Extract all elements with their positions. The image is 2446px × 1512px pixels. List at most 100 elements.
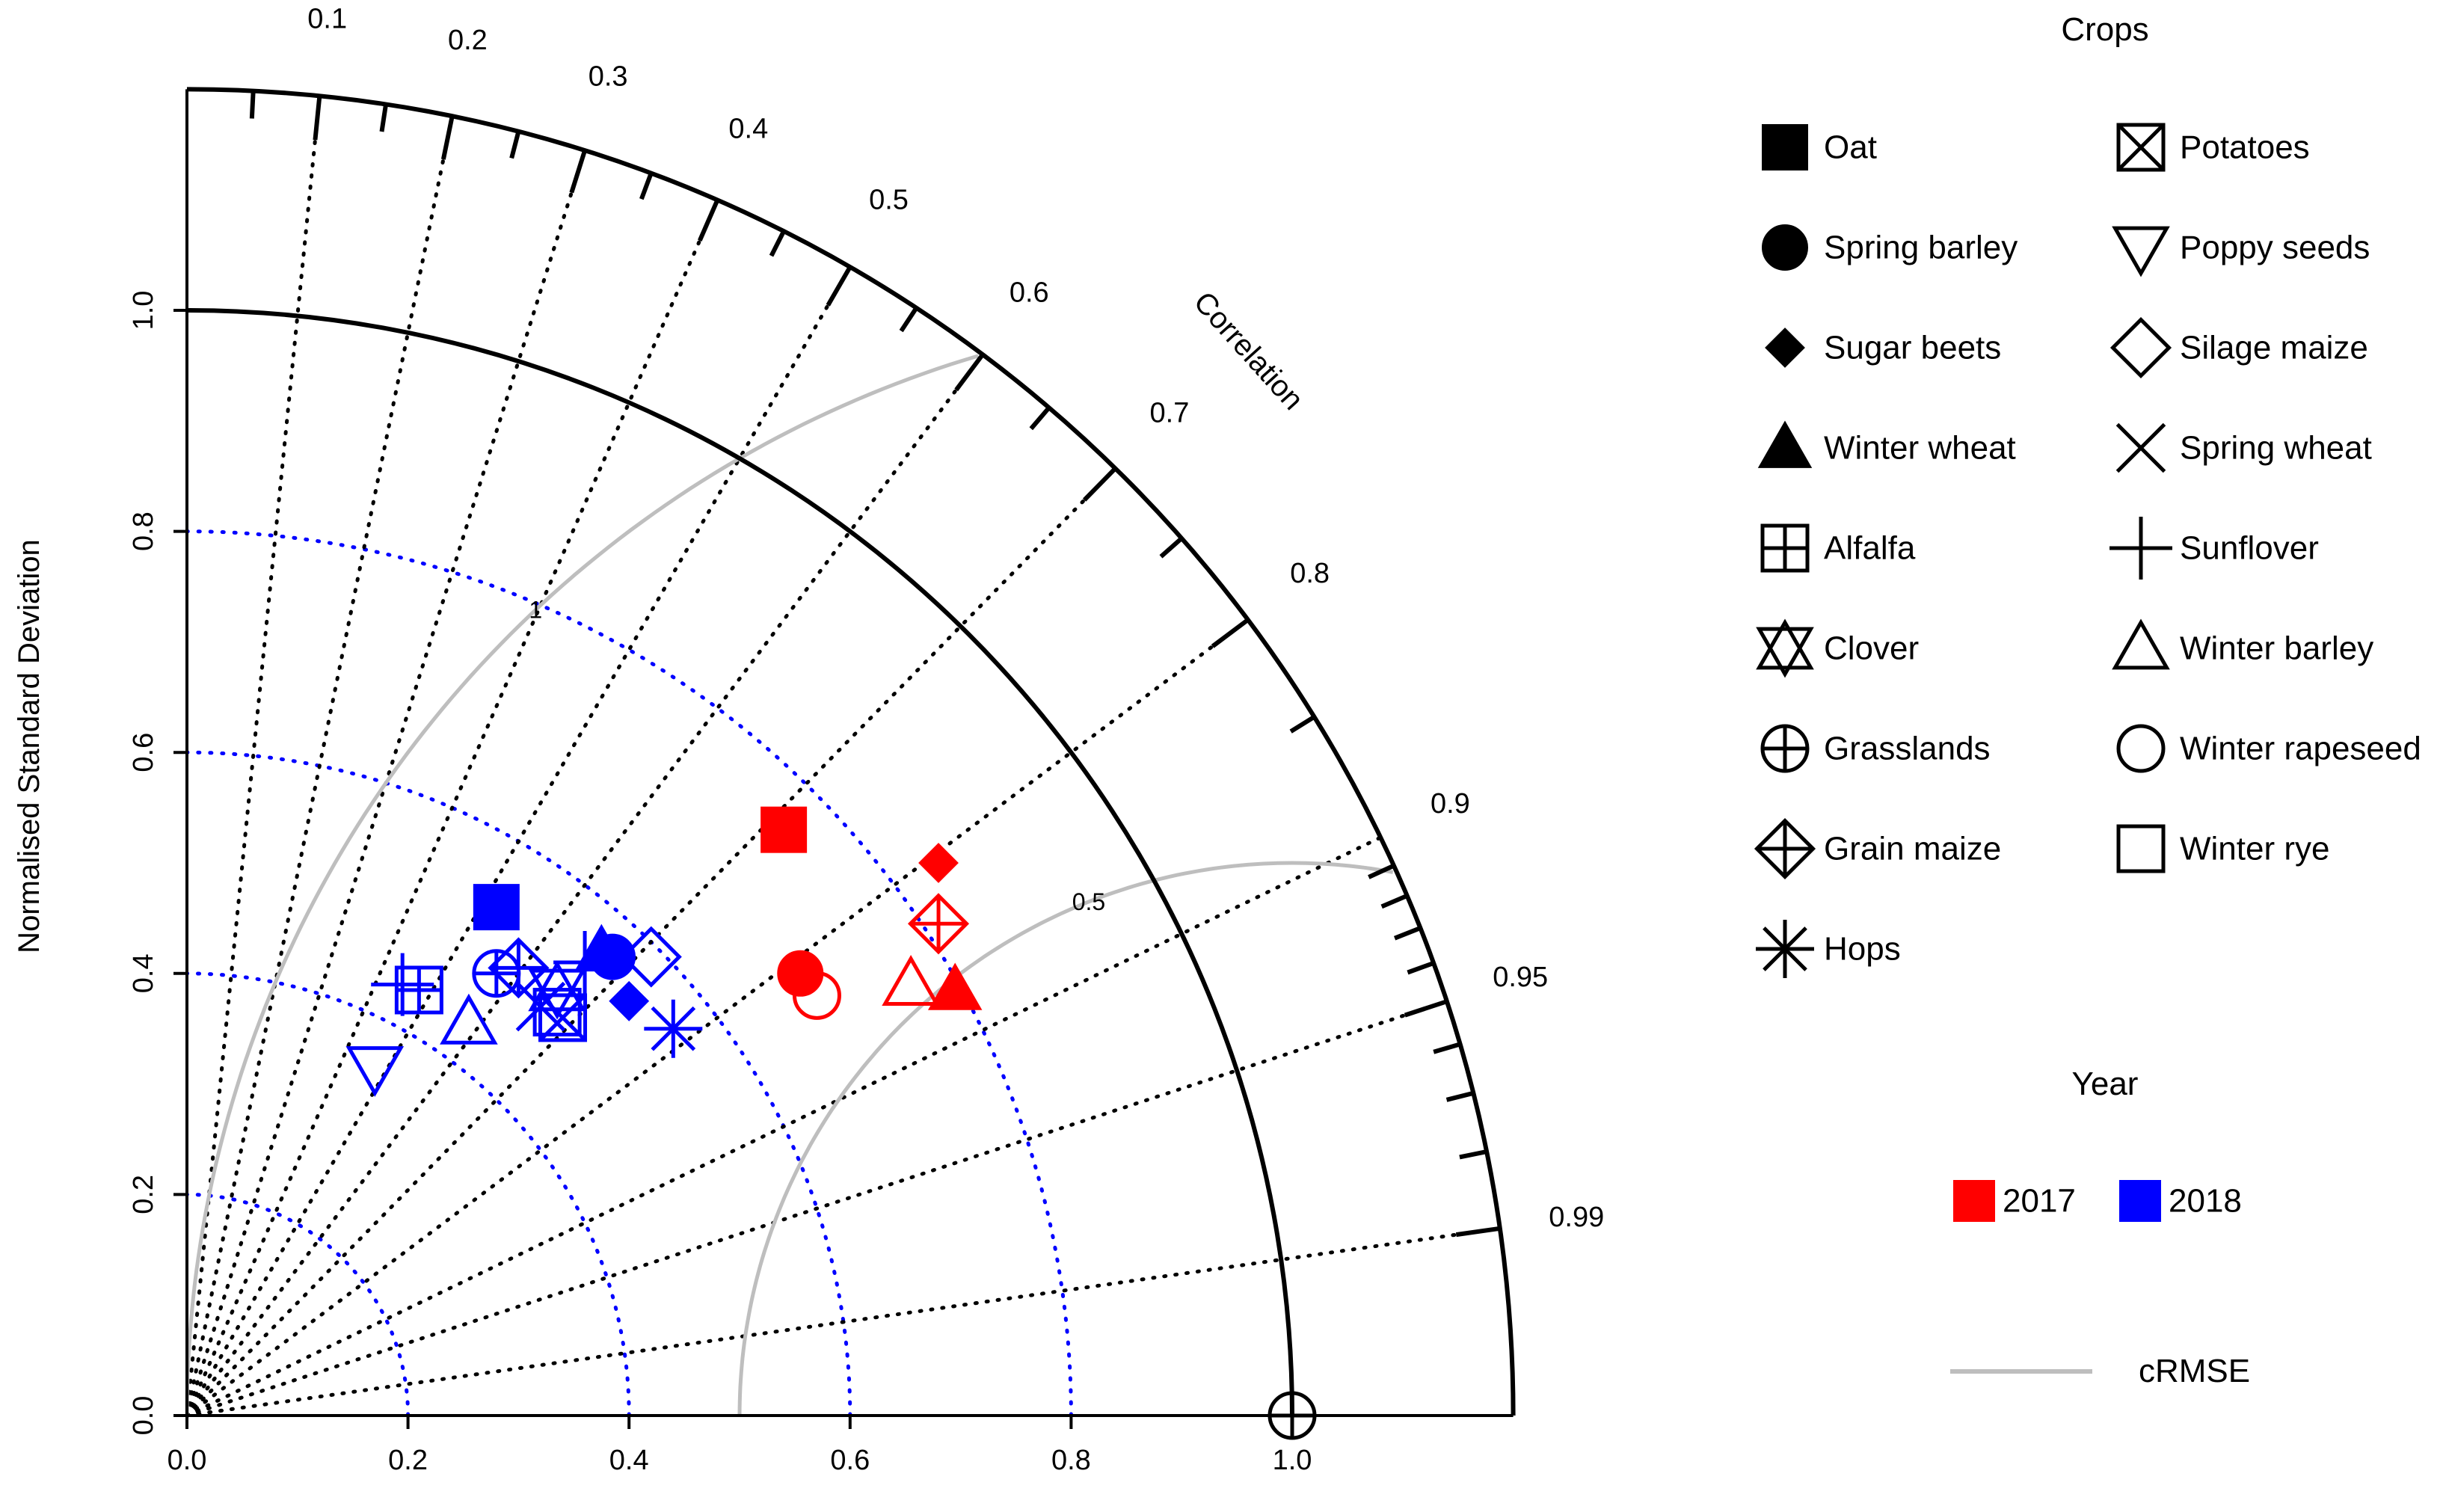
filled-square-marker: [1762, 124, 1808, 170]
crops-legend-item: Poppy seeds: [2112, 226, 2370, 277]
square-x-marker: [2116, 123, 2166, 172]
data-point-2018-plus: [371, 953, 434, 1016]
crops-legend-item: Grain maize: [1754, 817, 2001, 880]
crops-legend-label: Alfalfa: [1824, 530, 1916, 567]
correlation-ray: [185, 352, 985, 1418]
crops-legend-item: Spring wheat: [2115, 422, 2372, 473]
data-point-2018-square-x: [538, 993, 588, 1042]
crops-legend-item: Winter wheat: [1757, 420, 2016, 468]
correlation-label: 0.3: [589, 61, 628, 92]
correlation-ray: [185, 835, 1383, 1418]
correlation-ray: [185, 114, 455, 1418]
crops-legend-item: Oat: [1762, 124, 1877, 170]
crops-legend-item: Silage maize: [2109, 316, 2368, 379]
crops-legend-item: Alfalfa: [1760, 523, 1916, 573]
correlation-tick: [1082, 467, 1117, 502]
crops-legend-item: Hops: [1756, 920, 1901, 978]
crops-legend-label: Spring wheat: [2180, 430, 2372, 467]
correlation-tick: [1393, 926, 1422, 941]
y-tick-label: 0.8: [128, 511, 159, 551]
correlation-tick: [698, 199, 720, 242]
x-tick-label: 1.0: [1273, 1445, 1312, 1476]
crops-legend: Oat Spring barley Sugar beets Winter wheat A…: [1754, 123, 2421, 978]
correlation-tick: [1445, 1090, 1475, 1102]
data-point-2018-open-square: [532, 988, 582, 1037]
diamond-plus-marker: [1754, 817, 1816, 880]
crops-legend-label: Grain maize: [1824, 831, 2001, 867]
data-point-2017-open-circle: [792, 971, 841, 1020]
correlation-tick: [1404, 999, 1448, 1018]
y-tick-label: 0.6: [128, 733, 159, 772]
data-point-2017-diamond-plus: [907, 893, 970, 955]
correlation-tick: [639, 172, 654, 200]
star-of-david-marker: [1756, 618, 1814, 678]
correlation-ray: [185, 197, 719, 1418]
data-point-2018-asterisk: [644, 999, 703, 1058]
year-legend-label: 2018: [2169, 1183, 2242, 1220]
correlation-tick: [1433, 1042, 1461, 1054]
crops-legend-label: Clover: [1824, 630, 1919, 667]
year-swatch: [1953, 1180, 1995, 1222]
correlation-label: 0.95: [1493, 962, 1548, 993]
plus-marker: [2109, 517, 2172, 580]
correlation-tick: [1029, 406, 1051, 431]
sd-circle: [185, 529, 1073, 1418]
crmse-contour-label: 0.5: [1072, 888, 1105, 915]
crops-legend-label: Potatoes: [2180, 129, 2310, 166]
correlation-ray: [185, 265, 852, 1418]
year-legend-title: Year: [2072, 1066, 2139, 1102]
crops-legend-label: Sunflover: [2180, 530, 2319, 567]
sd-circle: [185, 1192, 411, 1418]
x-tick-label: 0.2: [388, 1445, 428, 1476]
data-point-2018-open-triangle: [440, 993, 498, 1045]
crops-legend-label: Winter rye: [2180, 831, 2329, 867]
correlation-tick: [379, 104, 389, 132]
square-plus-marker: [1760, 523, 1810, 573]
correlation-tick: [569, 150, 587, 194]
x-marker: [2115, 422, 2166, 473]
data-point-2018-filled-square: [473, 884, 520, 931]
crops-legend-item: Spring barley: [1762, 224, 2018, 271]
plot-area: [173, 87, 1516, 1440]
x-tick-label: 0.6: [830, 1445, 870, 1476]
correlation-label: 0.6: [1010, 277, 1049, 308]
correlation-axis-title: Correlation: [1187, 286, 1310, 417]
correlation-ray: [185, 93, 322, 1418]
data-point-2018-star-of-david: [528, 960, 586, 1020]
crops-legend-item: Winter rye: [2116, 824, 2329, 873]
crops-legend-item: Sugar beets: [1765, 328, 2001, 368]
crops-legend-item: Sunflover: [2109, 517, 2319, 580]
crops-legend-item: Clover: [1756, 618, 1919, 678]
correlation-ray: [185, 618, 1250, 1418]
crops-legend-item: Grasslands: [1760, 724, 1991, 773]
y-tick-label: 0.0: [128, 1396, 159, 1436]
y-axis-label: Normalised Standard Deviation: [13, 539, 46, 953]
data-point-2017-filled-diamond: [918, 843, 959, 883]
crops-legend-label: Spring barley: [1824, 230, 2018, 266]
correlation-tick: [954, 353, 985, 392]
correlation-label: 0.7: [1150, 398, 1190, 429]
crops-legend-label: Hops: [1824, 931, 1901, 968]
correlation-tick: [509, 130, 521, 159]
reference-point-marker: [1267, 1391, 1317, 1440]
correlation-tick: [1380, 894, 1408, 909]
crops-legend-item: Winter barley: [2112, 618, 2373, 670]
crops-legend-label: Winter wheat: [1824, 430, 2016, 467]
crops-legend-label: Poppy seeds: [2180, 230, 2370, 266]
crops-legend-label: Grasslands: [1824, 731, 1991, 767]
correlation-ray: [185, 999, 1449, 1418]
open-triangle-marker: [2112, 618, 2170, 670]
data-point-2017-open-triangle: [882, 955, 940, 1006]
sd-one-arc: [186, 308, 1294, 1416]
outer-arc: [186, 87, 1516, 1416]
correlation-tick: [899, 307, 918, 333]
crmse-contour: [737, 861, 1394, 1416]
crops-legend-title: Crops: [2061, 11, 2148, 48]
x-tick-label: 0.4: [609, 1445, 649, 1476]
y-tick-label: 0.4: [128, 953, 159, 993]
correlation-label: 0.4: [728, 114, 768, 145]
correlation-tick: [769, 230, 786, 257]
year-legend-label: 2017: [2003, 1183, 2076, 1220]
data-point-2018-filled-circle: [589, 933, 636, 980]
crops-legend-label: Winter barley: [2180, 630, 2373, 667]
